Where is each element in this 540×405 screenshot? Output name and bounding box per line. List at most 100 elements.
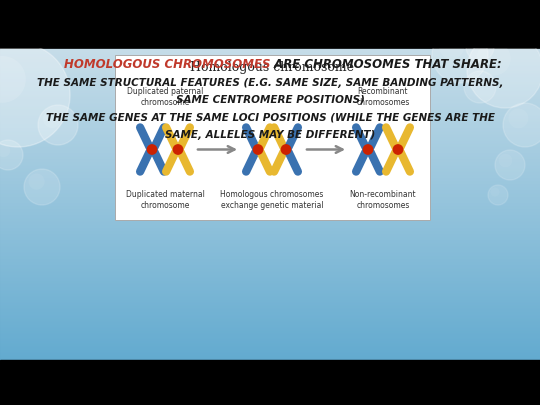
Bar [0,355,540,356]
Bar [0,121,540,122]
Circle shape [432,27,488,83]
Bar [0,211,540,212]
Bar [0,150,540,151]
Bar [0,59,540,60]
Bar [0,81,540,82]
Bar [0,228,540,229]
Bar [0,292,540,293]
Bar [0,286,540,287]
Bar [0,342,540,343]
Bar [0,66,540,67]
Bar [0,188,540,189]
Bar [0,349,540,350]
Bar [0,260,540,261]
Bar [0,199,540,200]
Bar [0,70,540,71]
Bar [0,55,540,56]
Bar [0,307,540,308]
Bar [0,216,540,217]
Bar [0,347,540,348]
Bar [0,250,540,251]
Bar [0,348,540,349]
Bar [0,202,540,203]
Bar [0,195,540,196]
Text: HOMOLOGOUS CHROMOSOMES: HOMOLOGOUS CHROMOSOMES [64,58,270,72]
Circle shape [495,150,525,180]
Bar [0,353,540,354]
Bar [0,83,540,84]
Bar [0,258,540,259]
Bar [0,71,540,72]
Bar [0,247,540,248]
Bar [0,340,540,341]
Bar [0,245,540,246]
Bar [0,77,540,78]
Bar [0,132,540,133]
Bar [0,184,540,185]
Circle shape [363,145,373,154]
Bar [0,346,540,347]
Bar [0,229,540,230]
Bar [0,269,540,270]
Circle shape [281,145,291,154]
Bar [0,145,540,146]
Bar [0,68,540,69]
Bar [0,203,540,204]
Bar [0,233,540,234]
Bar [0,287,540,288]
Bar [0,285,540,286]
Bar [0,206,540,207]
Bar [0,273,540,274]
Bar [0,134,540,135]
Bar [0,136,540,137]
Bar [0,106,540,107]
Bar [0,299,540,300]
Bar [0,131,540,132]
Bar [0,354,540,355]
Bar [0,168,540,169]
Bar [0,267,540,268]
Bar [0,111,540,112]
Bar [0,214,540,215]
Bar [0,222,540,223]
Bar [0,0,540,47]
Bar [0,303,540,304]
Bar [0,324,540,325]
Circle shape [393,145,403,154]
Bar [0,197,540,198]
Bar [0,210,540,211]
Bar [0,61,540,62]
Bar [0,54,540,55]
Bar [0,169,540,170]
Bar [0,329,540,330]
Bar [0,97,540,98]
Circle shape [173,145,183,154]
Bar [115,55,430,220]
Bar [0,330,540,331]
Text: Duplicated maternal
chromosome: Duplicated maternal chromosome [126,190,205,210]
Bar [0,93,540,94]
Bar [0,58,540,59]
Bar [0,85,540,86]
Circle shape [43,110,61,128]
Bar [0,128,540,129]
Bar [0,155,540,156]
Bar [0,158,540,159]
Bar [0,252,540,253]
Bar [0,223,540,224]
Bar [0,200,540,201]
Bar [0,178,540,179]
Bar [0,218,540,219]
Bar [0,240,540,241]
Bar [0,156,540,157]
Bar [0,230,540,231]
Bar [0,141,540,142]
Bar [0,316,540,317]
Bar [0,255,540,256]
Bar [0,215,540,216]
Bar [0,332,540,333]
Bar [0,172,540,173]
Bar [0,112,540,113]
Text: Recombinant
chromosomes: Recombinant chromosomes [356,87,410,107]
Bar [0,297,540,298]
